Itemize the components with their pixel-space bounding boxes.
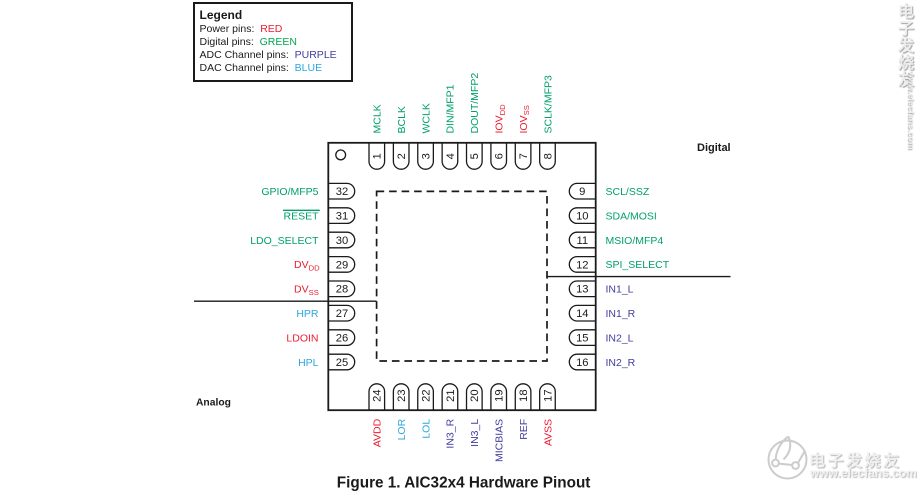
svg-text:IOVSS: IOVSS: [518, 105, 531, 133]
svg-text:11: 11: [576, 235, 588, 247]
svg-text:AVDD: AVDD: [372, 418, 384, 447]
svg-text:IN1_R: IN1_R: [606, 308, 636, 320]
svg-text:6: 6: [494, 153, 506, 159]
svg-text:REF: REF: [518, 419, 530, 440]
svg-text:BCLK: BCLK: [396, 106, 408, 133]
svg-text:21: 21: [445, 389, 457, 401]
svg-text:IOVDD: IOVDD: [494, 104, 507, 134]
svg-text:17: 17: [542, 389, 554, 401]
svg-text:32: 32: [336, 186, 348, 198]
svg-text:31: 31: [336, 211, 348, 223]
svg-text:DIN/MFP1: DIN/MFP1: [445, 84, 457, 133]
svg-text:LOL: LOL: [420, 419, 432, 439]
svg-text:19: 19: [494, 389, 506, 401]
svg-text:MSIO/MFP4: MSIO/MFP4: [606, 235, 664, 247]
svg-text:IN3_L: IN3_L: [469, 419, 481, 447]
svg-text:IN2_L: IN2_L: [606, 332, 634, 344]
svg-text:LOR: LOR: [396, 418, 408, 440]
svg-text:4: 4: [445, 153, 457, 159]
svg-text:30: 30: [336, 235, 348, 247]
svg-text:15: 15: [576, 333, 588, 345]
svg-text:SPI_SELECT: SPI_SELECT: [606, 259, 670, 271]
svg-text:8: 8: [542, 153, 554, 159]
svg-text:18: 18: [518, 389, 530, 401]
svg-text:WCLK: WCLK: [420, 103, 432, 133]
svg-text:LDO_SELECT: LDO_SELECT: [250, 235, 319, 247]
svg-text:Analog: Analog: [196, 398, 231, 409]
svg-text:IN1_L: IN1_L: [606, 284, 634, 296]
svg-text:IN2_R: IN2_R: [606, 357, 636, 369]
svg-text:MICBIAS: MICBIAS: [494, 419, 506, 462]
svg-text:25: 25: [336, 357, 348, 369]
svg-text:3: 3: [420, 153, 432, 159]
svg-text:MCLK: MCLK: [372, 104, 384, 133]
svg-text:Digital: Digital: [697, 142, 731, 154]
svg-text:7: 7: [518, 153, 530, 159]
svg-text:1: 1: [372, 153, 384, 159]
svg-text:22: 22: [420, 389, 432, 401]
svg-text:29: 29: [336, 259, 348, 271]
svg-text:20: 20: [469, 389, 481, 401]
svg-text:GPIO/MFP5: GPIO/MFP5: [261, 186, 318, 198]
svg-text:27: 27: [336, 308, 348, 320]
svg-text:23: 23: [396, 389, 408, 401]
svg-text:DVDD: DVDD: [294, 259, 320, 272]
svg-text:28: 28: [336, 284, 348, 296]
svg-text:14: 14: [576, 308, 588, 320]
svg-text:HPL: HPL: [298, 357, 319, 369]
svg-text:24: 24: [372, 389, 384, 401]
svg-text:9: 9: [579, 186, 585, 198]
svg-text:SCL/SSZ: SCL/SSZ: [606, 186, 650, 198]
svg-text:SCLK/MFP3: SCLK/MFP3: [542, 75, 554, 134]
svg-text:10: 10: [576, 211, 588, 223]
svg-text:DVSS: DVSS: [294, 284, 319, 297]
svg-text:IN3_R: IN3_R: [445, 418, 457, 448]
svg-text:DOUT/MFP2: DOUT/MFP2: [469, 73, 481, 134]
svg-text:LDOIN: LDOIN: [286, 332, 318, 344]
svg-text:Figure 1. AIC32x4 Hardware Pin: Figure 1. AIC32x4 Hardware Pinout: [337, 474, 591, 491]
svg-text:HPR: HPR: [296, 308, 319, 320]
svg-text:26: 26: [336, 333, 348, 345]
svg-text:12: 12: [576, 259, 588, 271]
svg-text:13: 13: [576, 284, 588, 296]
svg-text:16: 16: [576, 357, 588, 369]
svg-text:SDA/MOSI: SDA/MOSI: [606, 210, 657, 222]
svg-text:2: 2: [396, 153, 408, 159]
svg-text:AVSS: AVSS: [542, 419, 554, 446]
svg-text:5: 5: [469, 153, 481, 159]
svg-text:RESET: RESET: [283, 210, 319, 222]
